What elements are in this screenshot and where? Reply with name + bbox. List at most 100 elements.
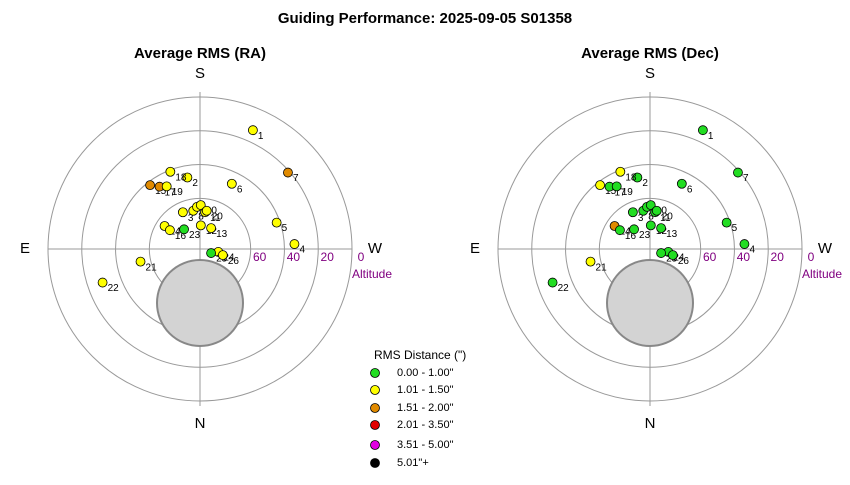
legend-swatch: [370, 385, 380, 395]
point-label: 26: [228, 256, 240, 267]
ring-label: 60: [703, 250, 717, 264]
point: [289, 239, 300, 249]
direction-label: E: [470, 240, 480, 257]
point-label: 20: [662, 211, 674, 222]
point-label: 11: [210, 213, 221, 224]
point-label: 1: [708, 131, 714, 142]
point-label: 13: [666, 229, 678, 240]
point: [195, 220, 206, 231]
ring: [497, 96, 803, 402]
point: [271, 217, 282, 228]
panel-title: Average RMS (Dec): [581, 45, 719, 62]
point: [645, 220, 656, 231]
point: [629, 224, 639, 235]
point-label: 24: [223, 253, 235, 264]
point-label: 6: [687, 184, 693, 195]
legend-swatch: [370, 420, 380, 430]
ring: [81, 130, 319, 368]
direction-label: S: [645, 65, 655, 82]
legend-label: 3.51 - 5.00": [397, 439, 454, 451]
point-label: 21: [596, 262, 608, 273]
ring-label: 0: [808, 250, 815, 264]
direction-label: E: [20, 240, 30, 257]
point: [179, 224, 189, 235]
point-label: 4: [749, 245, 755, 256]
ring: [47, 96, 353, 402]
point-label: 11: [660, 213, 671, 224]
point-label: 18: [625, 172, 637, 183]
direction-label: N: [645, 415, 656, 432]
point-label: 8: [198, 211, 204, 222]
legend-label: 2.01 - 3.50": [397, 419, 454, 431]
point: [656, 223, 667, 234]
point: [645, 200, 656, 210]
point: [632, 172, 643, 183]
point-label: 3: [188, 213, 194, 224]
point: [667, 250, 678, 261]
point-label: 19: [622, 187, 634, 198]
point-label: 3: [638, 213, 644, 224]
point-label: 6: [237, 184, 243, 195]
point: [177, 207, 188, 218]
axis-label: Altitude: [352, 267, 392, 281]
ring: [531, 130, 769, 368]
page-title: Guiding Performance: 2025-09-05 S01358: [278, 10, 572, 27]
ring-label: 40: [287, 250, 301, 264]
point-label: 13: [216, 229, 228, 240]
point-label: 23: [189, 230, 201, 241]
legend-swatch: [370, 403, 380, 413]
point-label: 22: [108, 283, 120, 294]
point-label: 5: [732, 223, 738, 234]
point-label: 14: [620, 227, 632, 238]
direction-label: W: [368, 240, 383, 257]
point: [595, 180, 605, 191]
point-label: 16: [625, 231, 637, 242]
point: [182, 172, 193, 183]
point: [97, 277, 108, 288]
point-label: 20: [212, 211, 224, 222]
point: [585, 256, 596, 267]
point-label: 7: [743, 173, 749, 184]
axis-label: Altitude: [802, 267, 842, 281]
point-label: 1: [258, 131, 264, 142]
point: [145, 180, 155, 191]
point-label: 4: [299, 245, 305, 256]
point-label: 26: [678, 256, 690, 267]
point: [201, 205, 212, 216]
point: [161, 181, 172, 192]
point: [697, 125, 708, 136]
point-label: 17: [615, 187, 627, 198]
point-label: 5: [282, 223, 288, 234]
point-label: 2: [192, 178, 198, 189]
point: [135, 256, 146, 267]
point: [247, 125, 258, 136]
point-label: 2: [642, 178, 648, 189]
point-label: 19: [172, 187, 184, 198]
direction-label: W: [818, 240, 833, 257]
legend-label: 5.01"+: [397, 457, 429, 469]
point: [283, 167, 293, 178]
legend-swatch: [370, 368, 380, 378]
point: [165, 166, 176, 177]
direction-label: N: [195, 415, 206, 432]
point: [611, 181, 622, 192]
point: [165, 225, 175, 236]
point: [195, 200, 206, 210]
point-label: 21: [146, 262, 158, 273]
point: [733, 167, 743, 178]
point-label: 7: [293, 173, 299, 184]
ring-label: 0: [358, 250, 365, 264]
obstruction: [156, 259, 244, 347]
point-label: 17: [165, 187, 177, 198]
point: [547, 277, 558, 288]
point-label: 23: [639, 230, 651, 241]
ring-label: 60: [253, 250, 267, 264]
obstruction: [606, 259, 694, 347]
point: [226, 178, 237, 189]
legend-swatch: [370, 458, 380, 468]
direction-label: S: [195, 65, 205, 82]
point: [206, 248, 217, 258]
point-label: 16: [175, 231, 187, 242]
point: [615, 225, 625, 236]
